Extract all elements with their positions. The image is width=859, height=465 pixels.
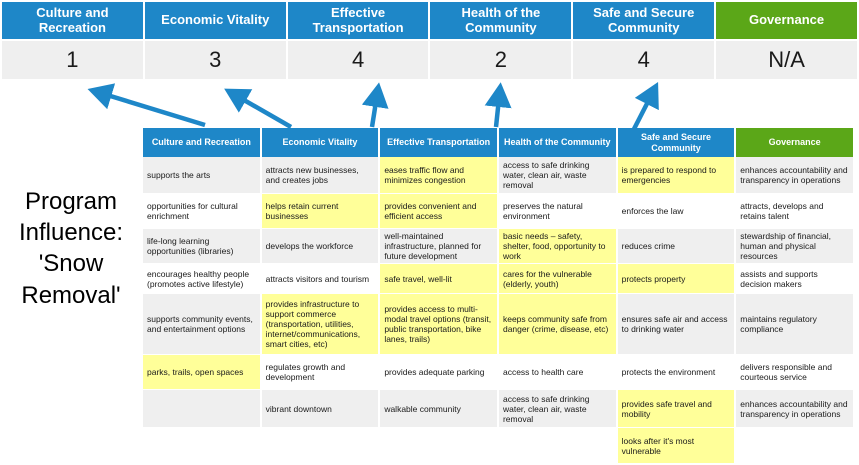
matrix-cell [143,428,262,465]
score-value-effective-transportation: 4 [287,41,429,79]
matrix-header-row: Culture and Recreation Economic Vitality… [143,128,855,157]
up-left-arrow-icon [87,83,206,128]
matrix-cell: opportunities for cultural enrichment [143,194,262,229]
matrix-cell: assists and supports decision makers [736,264,855,295]
matrix-cell: is prepared to respond to emergencies [617,157,737,194]
scoreboard-header-health-of-the-community: Health of the Community [430,2,572,39]
matrix-cell [261,428,381,465]
matrix-cell: provides safe travel and mobility [617,390,737,429]
matrix-cell: provides infrastructure to support comme… [261,294,381,356]
matrix-cell [380,428,499,465]
page-title: Program Influence: 'Snow Removal' [0,186,142,311]
matrix-cell: walkable community [380,390,499,429]
influence-matrix: Culture and Recreation Economic Vitality… [143,128,855,465]
matrix-cell: protects property [617,264,737,295]
matrix-cell: attracts new businesses, and creates job… [261,157,381,194]
scoreboard-header-governance: Governance [716,2,857,39]
matrix-cell: provides convenient and efficient access [380,194,499,229]
matrix-header-culture-and-recreation: Culture and Recreation [143,128,262,157]
matrix-cell: regulates growth and development [261,355,381,391]
matrix-cell: access to safe drinking water, clean air… [498,390,618,429]
matrix-cell: life-long learning opportunities (librar… [143,229,262,265]
score-value-governance: N/A [716,41,857,79]
matrix-cell: supports the arts [143,157,262,194]
scoreboard-header-effective-transportation: Effective Transportation [287,2,429,39]
matrix-cell: keeps community safe from danger (crime,… [498,294,618,356]
matrix-cell: access to health care [498,355,618,391]
matrix-cell: well-maintained infrastructure, planned … [380,229,499,265]
matrix-cell: cares for the vulnerable (elderly, youth… [498,264,618,295]
matrix-row: supports community events, and entertain… [143,294,855,356]
matrix-header-governance: Governance [736,128,855,157]
matrix-cell [498,428,618,465]
matrix-cell [143,390,262,429]
matrix-row: vibrant downtown walkable community acce… [143,390,855,429]
matrix-cell: protects the environment [617,355,737,391]
matrix-cell: supports community events, and entertain… [143,294,262,356]
influence-arrows [87,81,659,131]
matrix-cell: attracts, develops and retains talent [736,194,855,229]
up-arrow-icon [484,82,512,128]
score-value-economic-vitality: 3 [144,41,286,79]
influence-matrix-table: Culture and Recreation Economic Vitality… [143,128,855,465]
matrix-cell: encourages healthy people (promotes acti… [143,264,262,295]
matrix-cell: vibrant downtown [261,390,381,429]
matrix-cell [736,428,855,465]
matrix-cell: parks, trails, open spaces [143,355,262,391]
matrix-cell: ensures safe air and access to drinking … [617,294,737,356]
scoreboard-header-safe-and-secure-community: Safe and Secure Community [573,2,715,39]
scoreboard-header-economic-vitality: Economic Vitality [144,2,286,39]
page-title-line-2: 'Snow Removal' [21,250,121,309]
matrix-header-effective-transportation: Effective Transportation [380,128,499,157]
matrix-cell: stewardship of financial, human and phys… [736,229,855,265]
scoreboard-header-row: Culture and Recreation Economic Vitality… [2,2,857,39]
page-title-line-1: Program Influence: [18,188,124,247]
matrix-cell: maintains regulatory compliance [736,294,855,356]
matrix-row: supports the arts attracts new businesse… [143,157,855,194]
matrix-cell: safe travel, well-lit [380,264,499,295]
matrix-header-economic-vitality: Economic Vitality [261,128,381,157]
matrix-cell: develops the workforce [261,229,381,265]
matrix-row: looks after it's most vulnerable [143,428,855,465]
matrix-cell: reduces crime [617,229,737,265]
score-value-health-of-the-community: 2 [430,41,572,79]
matrix-row: opportunities for cultural enrichment he… [143,194,855,229]
matrix-cell: helps retain current businesses [261,194,381,229]
up-left-arrow-icon [224,88,293,129]
matrix-row: parks, trails, open spaces regulates gro… [143,355,855,391]
scoreboard-table: Culture and Recreation Economic Vitality… [0,0,859,81]
matrix-row: encourages healthy people (promotes acti… [143,264,855,295]
scoreboard-value-row: 1 3 4 2 4 N/A [2,41,857,79]
matrix-header-safe-and-secure-community: Safe and Secure Community [617,128,737,157]
matrix-cell: attracts visitors and tourism [261,264,381,295]
matrix-cell: enforces the law [617,194,737,229]
matrix-header-health-of-the-community: Health of the Community [498,128,618,157]
score-value-safe-and-secure-community: 4 [573,41,715,79]
matrix-cell: enhances accountability and transparency… [736,157,855,194]
scoreboard-header-culture-and-recreation: Culture and Recreation [2,2,143,39]
matrix-cell: access to safe drinking water, clean air… [498,157,618,194]
score-value-culture-and-recreation: 1 [2,41,143,79]
matrix-cell: eases traffic flow and minimizes congest… [380,157,499,194]
up-arrow-icon [361,82,389,128]
matrix-cell: delivers responsible and courteous servi… [736,355,855,391]
matrix-cell: provides access to multi-modal travel op… [380,294,499,356]
matrix-cell: enhances accountability and transparency… [736,390,855,429]
matrix-cell: looks after it's most vulnerable [617,428,737,465]
matrix-cell: provides adequate parking [380,355,499,391]
matrix-row: life-long learning opportunities (librar… [143,229,855,265]
matrix-cell: preserves the natural environment [498,194,618,229]
scoreboard: Culture and Recreation Economic Vitality… [0,0,859,81]
matrix-cell: basic needs – safety, shelter, food, opp… [498,229,618,265]
up-right-arrow-icon [631,81,659,131]
